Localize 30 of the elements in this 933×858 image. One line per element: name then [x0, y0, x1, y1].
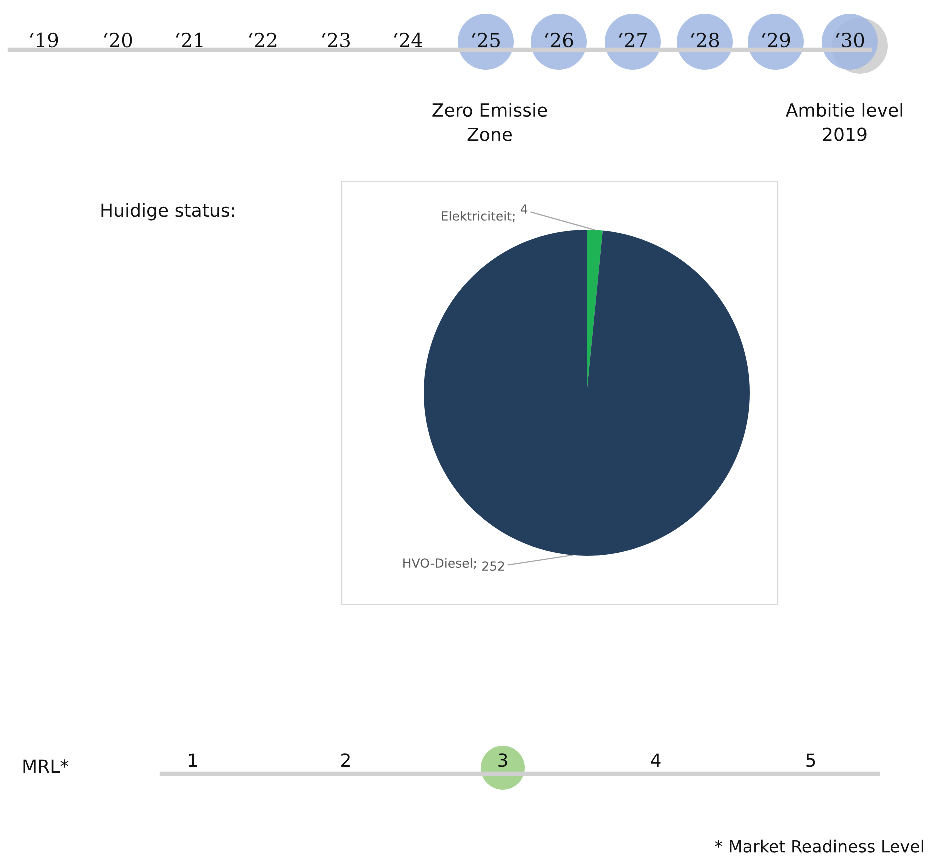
pie-slice — [424, 230, 750, 556]
pie-slice — [587, 230, 603, 393]
text: ‘21 — [176, 32, 203, 48]
text: ‘23 — [322, 32, 350, 48]
text: 2 — [342, 754, 350, 767]
text: ; — [512, 214, 515, 222]
text: MRL* — [24, 760, 69, 773]
text: Huidige status: — [102, 203, 234, 221]
slice-label: Elektriciteit — [442, 211, 512, 221]
text: ‘28 — [692, 32, 720, 48]
text: ‘22 — [250, 32, 277, 48]
text: 4 — [651, 754, 661, 767]
text: Ambitie level 2019 — [786, 103, 902, 142]
text: ‘29 — [762, 32, 790, 48]
text: * Market Readiness Level — [715, 840, 924, 853]
text: ‘30 — [836, 32, 864, 48]
text: ‘24 — [394, 32, 422, 48]
text: ‘19 — [30, 32, 58, 48]
text: Zero Emissie Zone — [432, 103, 548, 142]
text: 3 — [498, 754, 508, 768]
data-label: 252 — [482, 562, 504, 572]
text: ‘26 — [546, 32, 574, 48]
text: ‘25 — [472, 32, 500, 48]
text: 5 — [806, 754, 816, 768]
text: ‘20 — [104, 32, 132, 48]
slice-label: HVO-Diesel — [404, 558, 472, 568]
data-label: 4 — [520, 204, 528, 214]
text: ; — [474, 561, 476, 570]
text: ‘27 — [620, 32, 648, 48]
text: 1 — [189, 754, 198, 767]
